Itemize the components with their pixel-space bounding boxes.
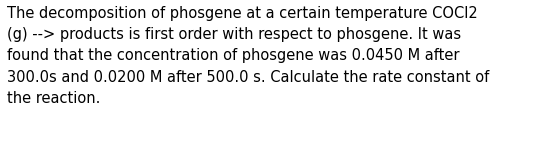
- Text: The decomposition of phosgene at a certain temperature COCl2
(g) --> products is: The decomposition of phosgene at a certa…: [7, 6, 489, 106]
